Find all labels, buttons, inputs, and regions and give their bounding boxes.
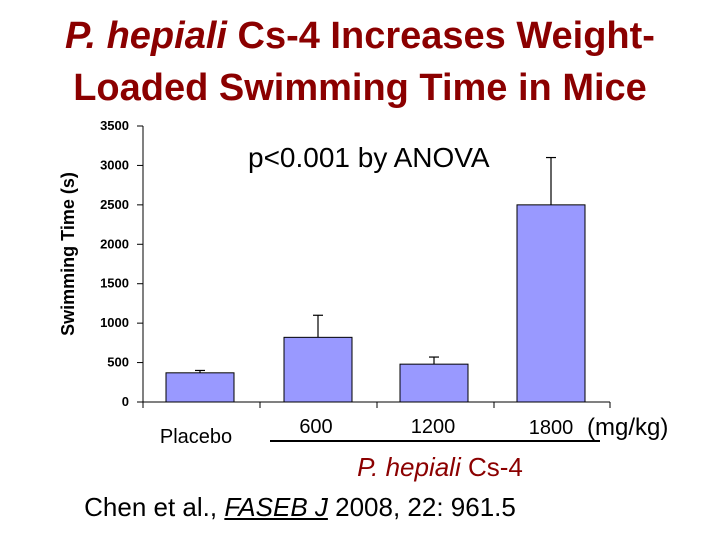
title-line-1-rest: Cs-4 Increases Weight- — [226, 15, 655, 57]
x-group-species: P. hepiali — [357, 452, 461, 482]
bar — [165, 372, 235, 403]
y-tick-label: 2500 — [100, 197, 129, 212]
x-category-label: 1800 — [529, 417, 574, 439]
x-group-label: P. hepiali Cs-4 — [270, 452, 610, 483]
anova-annotation: p<0.001 by ANOVA — [248, 142, 490, 173]
citation-rest: 2008, 22: 961.5 — [327, 492, 516, 522]
bar — [516, 204, 586, 403]
x-category-label: 1200 — [411, 416, 456, 438]
citation-journal: FASEB J — [224, 492, 328, 522]
y-axis-title: Swimming Time (s) — [58, 172, 78, 336]
y-tick-label: 1500 — [100, 276, 129, 291]
x-category-label: Placebo — [160, 426, 232, 448]
y-tick-label: 3000 — [100, 157, 129, 172]
citation: Chen et al., FASEB J 2008, 22: 961.5 — [0, 492, 600, 523]
y-tick-label: 1000 — [100, 315, 129, 330]
bar — [283, 336, 353, 403]
x-group-rest: Cs-4 — [460, 452, 523, 482]
chart-title-line-2: Loaded Swimming Time in Mice — [73, 67, 647, 109]
citation-authors: Chen et al., — [84, 492, 225, 522]
unit-label: (mg/kg) — [587, 414, 669, 441]
chart-bars — [165, 156, 586, 403]
y-tick-label: 2000 — [100, 236, 129, 251]
title-species: P. hepiali — [65, 15, 227, 57]
y-tick-label: 500 — [107, 355, 129, 370]
y-tick-label: 3500 — [100, 118, 129, 133]
chart-title-line-1: P. hepiali Cs-4 Increases Weight- — [0, 14, 720, 58]
bar — [399, 363, 469, 403]
x-category-label: 600 — [299, 416, 332, 438]
y-tick-label: 0 — [122, 394, 129, 409]
